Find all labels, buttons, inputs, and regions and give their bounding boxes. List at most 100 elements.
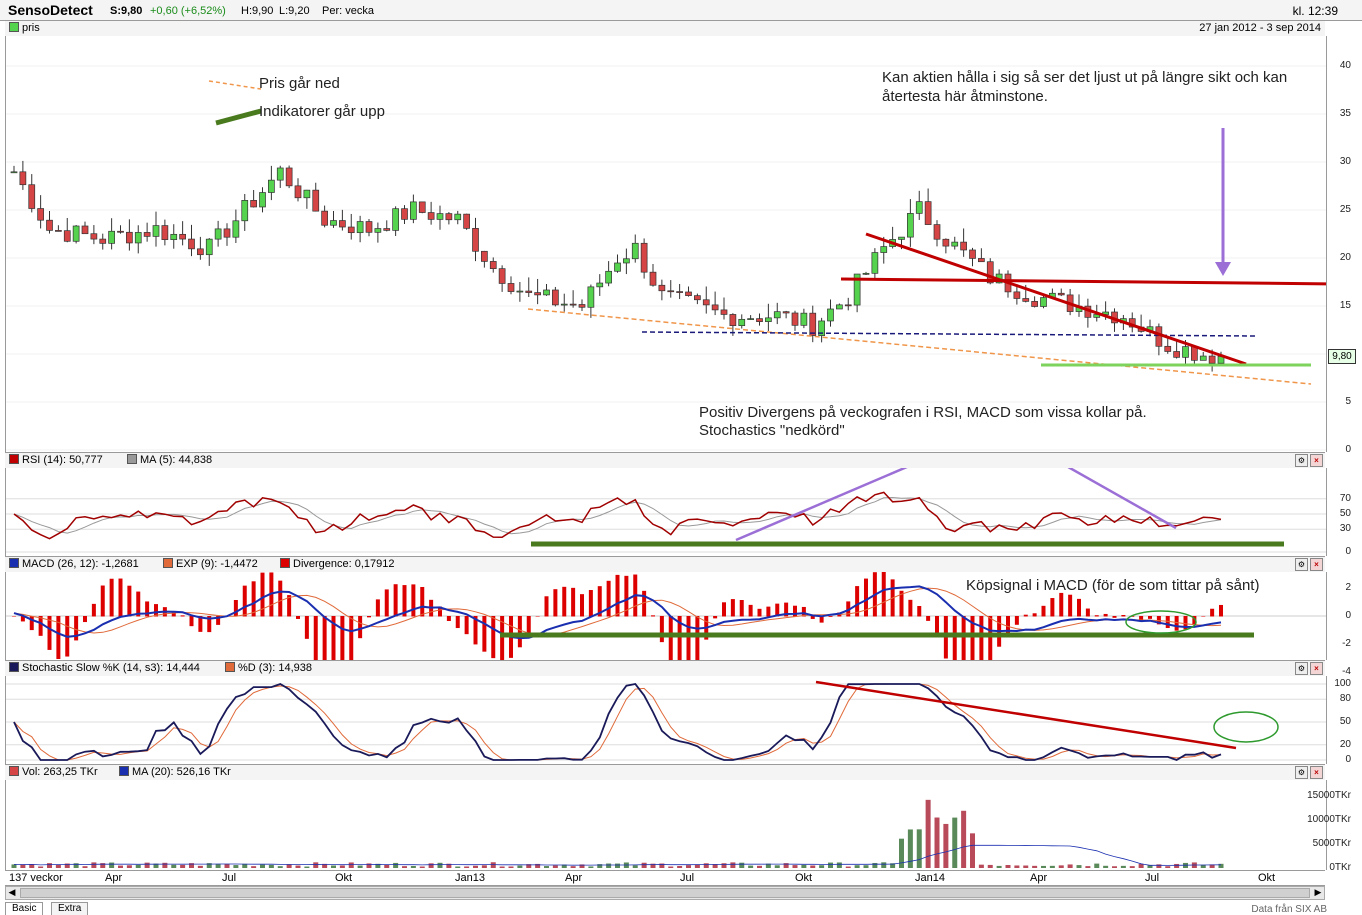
volume-bar: [597, 864, 603, 868]
divergence-bar: [154, 604, 158, 617]
falling-resistance-line: [865, 232, 1247, 366]
pane-close-icon[interactable]: ×: [1310, 454, 1323, 467]
scroll-right-icon[interactable]: ▶: [1314, 887, 1322, 897]
scroll-thumb[interactable]: [20, 888, 1310, 898]
candle: [161, 225, 169, 240]
candle: [1040, 297, 1047, 307]
volume-bar: [774, 865, 780, 868]
volume-bar: [783, 863, 789, 868]
volume-bar: [437, 862, 443, 868]
candle: [19, 171, 27, 186]
pane-settings-icon[interactable]: ⚙: [1295, 454, 1308, 467]
volume-bar: [517, 865, 523, 868]
divergence-bar: [91, 603, 96, 617]
x-tick-label: Jan14: [915, 872, 945, 884]
vol-pane[interactable]: [5, 780, 1327, 870]
volume-bar: [526, 864, 532, 868]
volume-bar: [686, 865, 691, 868]
pane-close-icon[interactable]: ×: [1310, 558, 1323, 571]
pane-close-icon[interactable]: ×: [1310, 766, 1323, 779]
y-tick-label: 40: [1339, 60, 1351, 71]
volume-bar: [1112, 866, 1117, 868]
divergence-bar: [296, 616, 300, 619]
tab-basic[interactable]: Basic: [5, 902, 44, 915]
divergence-bar: [1174, 616, 1179, 631]
macd-pane[interactable]: [5, 572, 1327, 660]
volume-bar: [952, 817, 958, 868]
candle: [339, 220, 346, 228]
price-pane[interactable]: [5, 36, 1327, 452]
divergence-bar: [411, 584, 416, 617]
macd-annotation: Köpsignal i MACD (för de som tittar på s…: [966, 577, 1260, 594]
volume-bar: [916, 829, 922, 868]
candle: [1031, 301, 1038, 307]
rsi-y-axis: 70 50 30 0: [1325, 468, 1355, 557]
candle: [782, 311, 790, 314]
candle: [498, 268, 506, 284]
volume-bar: [1174, 863, 1180, 868]
volume-bar: [765, 863, 771, 868]
stoch-y-axis: 100 80 50 20 0: [1325, 676, 1355, 765]
y-tick-label: 0: [1345, 444, 1351, 455]
candle: [90, 233, 98, 240]
volume-bar: [579, 864, 585, 868]
divergence-bar: [1085, 608, 1090, 617]
candle: [525, 290, 533, 293]
divergence-bar: [473, 616, 478, 645]
volume-bar: [109, 862, 115, 868]
pane-settings-icon[interactable]: ⚙: [1295, 662, 1308, 675]
stoch-pane[interactable]: [5, 676, 1327, 764]
divergence-bar: [393, 584, 398, 617]
candle: [738, 318, 746, 327]
divergence-bar: [970, 616, 975, 660]
divergence-bar: [810, 616, 815, 619]
divergence-bar: [1068, 594, 1073, 617]
divergence-bar: [278, 580, 283, 617]
divergence-bar: [1192, 616, 1197, 626]
time-scrollbar[interactable]: ◀ ▶: [5, 886, 1325, 900]
volume-bar: [419, 866, 425, 868]
volume-bar: [100, 863, 106, 868]
divergence-bar: [606, 580, 611, 617]
horizontal-resistance-line: [840, 277, 1326, 286]
candle: [463, 213, 470, 229]
volume-bar: [215, 864, 221, 868]
candle: [534, 292, 541, 296]
volume-bar: [907, 829, 913, 868]
volume-bar: [1200, 864, 1206, 868]
macd-pane-header: MACD (26, 12): -1,2681 EXP (9): -1,4472 …: [5, 556, 1325, 573]
tab-extra[interactable]: Extra: [51, 902, 89, 915]
rsi-pane[interactable]: [5, 468, 1327, 556]
candle: [143, 232, 151, 237]
candle: [685, 291, 692, 296]
candle: [951, 241, 959, 247]
y-tick-label: 25: [1339, 204, 1351, 215]
candle: [596, 282, 604, 288]
volume-bar: [464, 866, 470, 868]
volume-bar: [402, 866, 407, 868]
divergence-bar: [402, 585, 407, 617]
stoch-target-circle: [1213, 711, 1279, 743]
candle: [72, 225, 80, 242]
macd-y-axis: 2 0 -2 -4: [1325, 572, 1355, 677]
candle: [694, 295, 701, 301]
rsi-pane-header: RSI (14): 50,777 MA (5): 44,838: [5, 452, 1325, 469]
pane-close-icon[interactable]: ×: [1310, 662, 1323, 675]
volume-bar: [1058, 865, 1064, 868]
x-tick-label: Okt: [335, 872, 353, 884]
divergence-bar: [615, 574, 620, 617]
divergence-bar: [1148, 616, 1152, 619]
divergence-bar: [651, 615, 655, 617]
divergence-bar: [722, 602, 726, 617]
pane-settings-icon[interactable]: ⚙: [1295, 558, 1308, 571]
divergence-bar: [313, 616, 318, 660]
divergence-bar: [526, 616, 531, 634]
scroll-left-icon[interactable]: ◀: [8, 887, 16, 897]
divergence-bar: [642, 590, 647, 617]
candle: [676, 291, 683, 293]
volume-bar: [1085, 866, 1091, 868]
candle: [765, 317, 772, 322]
legend-up-annotation: Indikatorer går upp: [259, 103, 385, 120]
divergence-bar: [349, 616, 354, 660]
pane-settings-icon[interactable]: ⚙: [1295, 766, 1308, 779]
